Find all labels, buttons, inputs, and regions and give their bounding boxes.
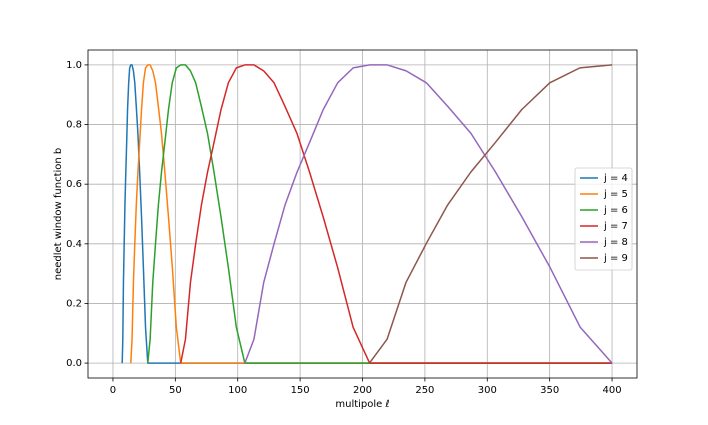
y-tick-label: 1.0 [66,60,82,71]
legend-label: j = 4 [603,173,628,184]
y-tick-label: 0.4 [66,239,82,250]
legend: j = 4 j = 5 j = 6 j = 7 j = 8 j = 9 [574,167,633,271]
x-tick-label: 150 [291,385,310,396]
series-line [179,64,613,364]
x-axis-label: multipole ℓ [335,399,389,410]
x-tick-label: 250 [415,385,434,396]
series-line [244,64,613,364]
x-tick-label: 300 [478,385,497,396]
legend-label: j = 5 [603,189,628,200]
y-axis-label: needlet window function b [53,148,64,281]
y-tick-label: 0.8 [66,120,82,131]
series-line [368,64,613,364]
x-tick-label: 0 [110,385,116,396]
lines [121,64,613,364]
legend-label: j = 6 [603,205,628,216]
x-tick-label: 350 [540,385,559,396]
legend-label: j = 8 [603,237,628,248]
x-tick-label: 50 [169,385,182,396]
x-tick-label: 400 [602,385,621,396]
series-line [121,64,613,364]
y-tick-label: 0.2 [66,298,82,309]
series-line [130,64,613,364]
y-tick-label: 0.0 [66,358,82,369]
series-line [147,64,613,364]
legend-label: j = 9 [603,253,628,264]
y-tick-label: 0.6 [66,179,82,190]
x-tick-label: 200 [353,385,372,396]
legend-label: j = 7 [603,221,628,232]
ticks: 0 50 100 150 200 250 300 350 400 0.0 0.2 0.4 0.6 0.8 1… [66,60,621,396]
x-tick-label: 100 [228,385,247,396]
